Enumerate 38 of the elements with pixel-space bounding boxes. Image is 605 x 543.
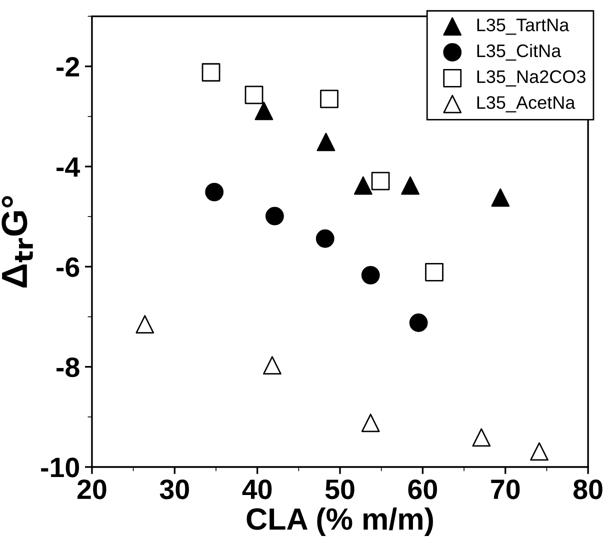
point <box>244 86 264 104</box>
point <box>136 315 154 334</box>
legend-label: L35_AcetNa <box>477 96 576 112</box>
x-tick-label: 80 <box>573 480 602 500</box>
x-tick-label: 20 <box>77 480 106 500</box>
point <box>205 182 224 202</box>
point <box>316 229 334 248</box>
point <box>361 414 380 432</box>
point <box>425 262 444 282</box>
y-tick-label: -6 <box>56 257 80 278</box>
point <box>316 132 336 152</box>
x-tick-label: 70 <box>491 480 520 500</box>
point <box>265 206 284 226</box>
point <box>320 90 338 108</box>
y-tick-label: -4 <box>56 157 80 177</box>
y-axis-title: Δ$_{tr}$G° <box>2 196 33 288</box>
point <box>371 172 390 190</box>
legend-label: L35_Na2CO3 <box>477 70 586 86</box>
legend-label: L35_TartNa <box>477 18 570 35</box>
point <box>361 266 380 284</box>
x-tick-label: 50 <box>325 480 354 500</box>
point <box>254 102 274 120</box>
y-tick-label: -8 <box>56 357 80 378</box>
x-tick-label: 30 <box>160 480 189 500</box>
point <box>530 442 548 461</box>
y-tick-label: -10 <box>41 458 80 478</box>
x-tick-label: 40 <box>242 480 272 500</box>
point <box>491 188 510 207</box>
x-tick-label: 60 <box>408 480 438 500</box>
point <box>202 63 220 82</box>
point <box>409 314 428 332</box>
point <box>401 176 420 195</box>
point <box>354 176 372 195</box>
point <box>263 356 282 375</box>
point <box>472 428 491 447</box>
x-axis-title: CLA (% m/m) <box>246 507 433 536</box>
y-tick-label: -2 <box>56 57 80 76</box>
legend-label: L35_CitNa <box>477 44 562 61</box>
